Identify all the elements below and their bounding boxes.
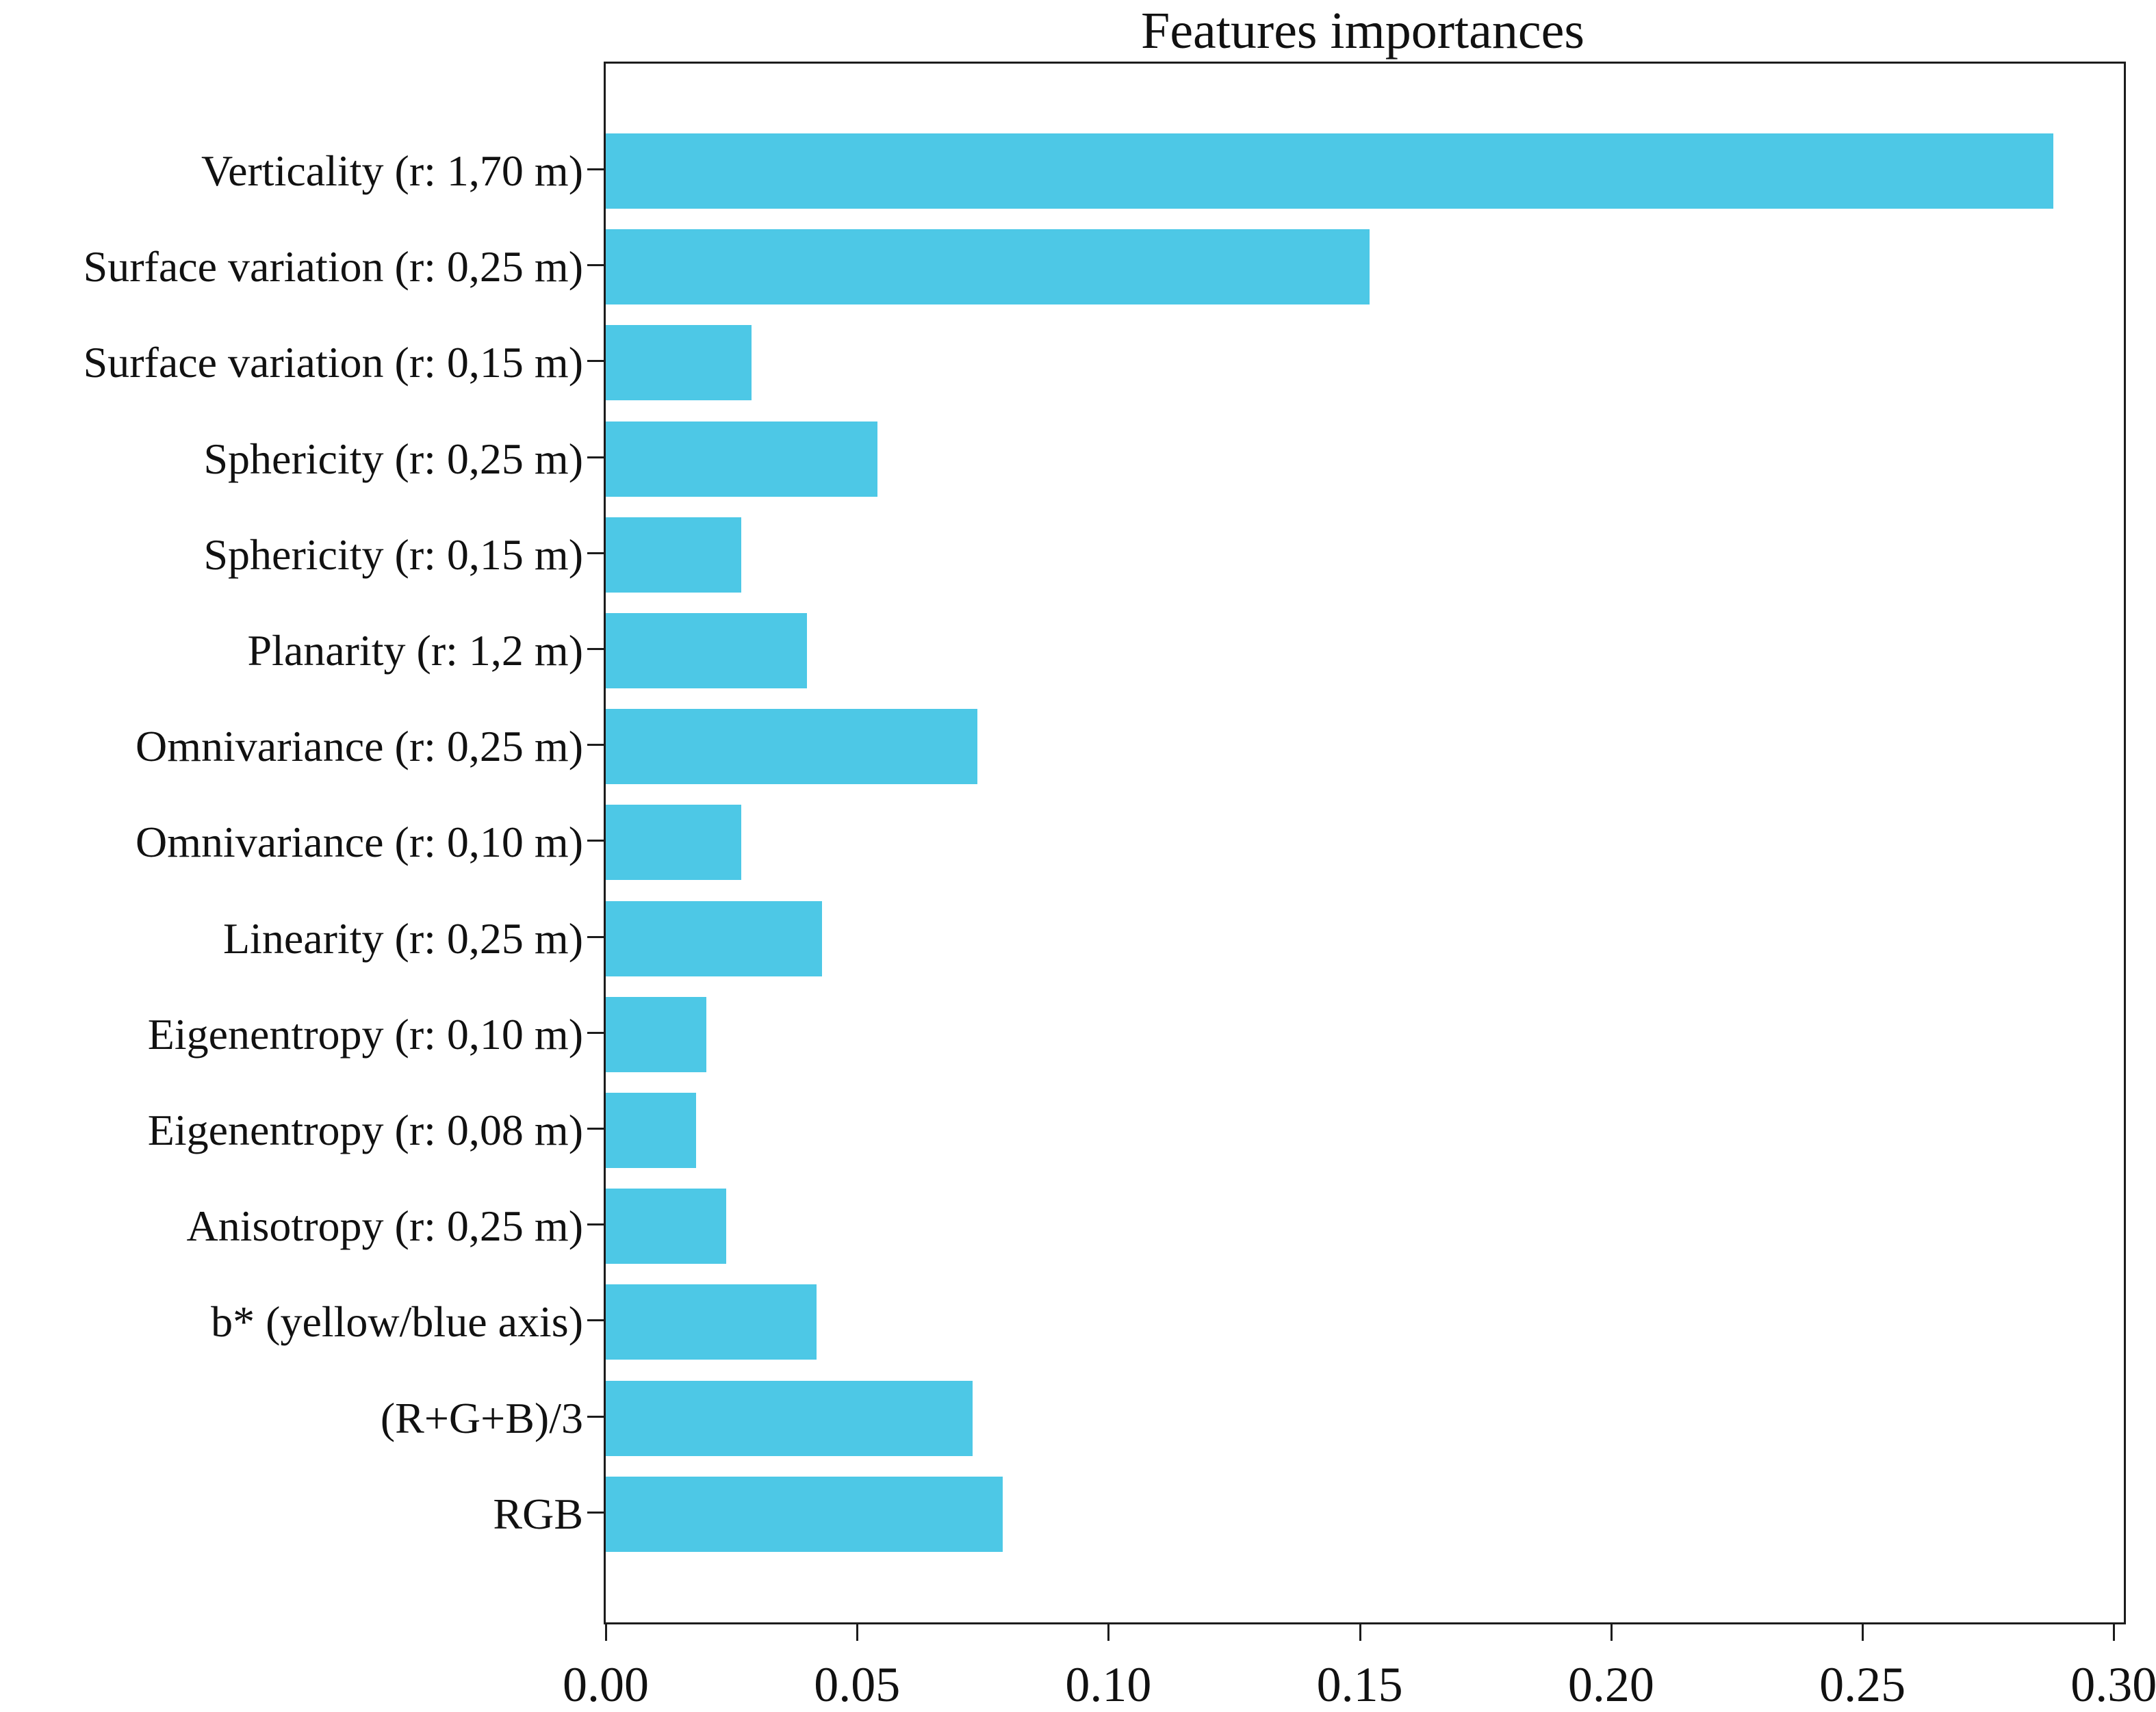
bar xyxy=(606,613,807,688)
y-tick-mark xyxy=(587,648,604,650)
y-tick-mark xyxy=(587,744,604,747)
x-tick-label: 0.15 xyxy=(1316,1657,1403,1712)
x-tick-mark xyxy=(2113,1624,2116,1641)
y-tick-label: Linearity (r: 0,25 m) xyxy=(222,913,583,963)
y-tick-label: Surface variation (r: 0,15 m) xyxy=(83,338,583,387)
y-tick-label: Eigenentropy (r: 0,10 m) xyxy=(147,1009,583,1059)
bar xyxy=(606,709,977,785)
x-tick-mark xyxy=(1107,1624,1110,1641)
bar xyxy=(606,1189,726,1264)
y-tick-mark xyxy=(587,1031,604,1034)
y-tick-label: Omnivariance (r: 0,10 m) xyxy=(136,818,583,867)
x-tick-label: 0.25 xyxy=(1819,1657,1906,1712)
y-tick-mark xyxy=(587,840,604,842)
y-tick-mark xyxy=(587,1223,604,1226)
y-tick-label: Sphericity (r: 0,25 m) xyxy=(203,434,583,483)
x-tick-label: 0.05 xyxy=(814,1657,901,1712)
y-tick-mark xyxy=(587,360,604,363)
x-tick-label: 0.20 xyxy=(1567,1657,1654,1712)
x-tick-mark xyxy=(1862,1624,1864,1641)
bar xyxy=(606,1476,1003,1552)
y-tick-mark xyxy=(587,935,604,938)
y-tick-mark xyxy=(587,1415,604,1418)
bar xyxy=(606,1380,973,1456)
y-tick-label: Omnivariance (r: 0,25 m) xyxy=(136,722,583,771)
bar xyxy=(606,517,741,593)
plot-area xyxy=(604,62,2126,1624)
x-tick-mark xyxy=(1610,1624,1613,1641)
y-tick-label: (R+G+B)/3 xyxy=(380,1393,583,1442)
bar xyxy=(606,133,2053,209)
x-tick-label: 0.00 xyxy=(563,1657,649,1712)
y-tick-label: Sphericity (r: 0,15 m) xyxy=(203,530,583,579)
y-tick-mark xyxy=(587,552,604,554)
chart-title: Features importances xyxy=(1141,2,1584,60)
y-tick-label: Anisotropy (r: 0,25 m) xyxy=(186,1202,584,1251)
y-tick-mark xyxy=(587,264,604,267)
bar xyxy=(606,900,822,976)
x-tick-label: 0.30 xyxy=(2070,1657,2156,1712)
x-tick-label: 0.10 xyxy=(1065,1657,1152,1712)
y-tick-mark xyxy=(587,1511,604,1514)
y-tick-label: b* (yellow/blue axis) xyxy=(211,1297,583,1347)
bar xyxy=(606,805,741,881)
y-tick-mark xyxy=(587,1319,604,1322)
y-tick-label: Eigenentropy (r: 0,08 m) xyxy=(147,1106,583,1154)
x-tick-mark xyxy=(605,1624,607,1641)
bar xyxy=(606,1093,696,1168)
bar xyxy=(606,229,1370,305)
bar xyxy=(606,996,706,1072)
x-tick-mark xyxy=(1359,1624,1361,1641)
y-tick-label: Verticality (r: 1,70 m) xyxy=(201,146,583,195)
bar xyxy=(606,325,752,401)
y-tick-mark xyxy=(587,168,604,170)
bar xyxy=(606,421,877,497)
bar xyxy=(606,1284,817,1360)
x-tick-mark xyxy=(856,1624,859,1641)
y-tick-mark xyxy=(587,456,604,458)
y-tick-label: RGB xyxy=(493,1489,583,1538)
y-tick-label: Planarity (r: 1,2 m) xyxy=(247,626,583,675)
y-tick-mark xyxy=(587,1128,604,1130)
y-tick-label: Surface variation (r: 0,25 m) xyxy=(83,242,583,291)
